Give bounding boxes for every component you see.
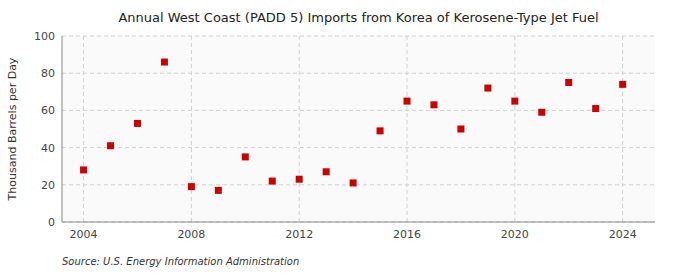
grid	[62, 36, 655, 222]
tick-label: 2008	[177, 228, 205, 241]
tick-label: 60	[41, 104, 55, 117]
grid-line	[62, 147, 655, 148]
point	[377, 127, 384, 134]
grid-line	[62, 73, 655, 74]
grid-line	[62, 110, 655, 111]
grid-line	[62, 36, 655, 37]
point	[350, 179, 357, 186]
point	[296, 176, 303, 183]
point	[457, 126, 464, 133]
tick-label: 2012	[285, 228, 313, 241]
x-axis	[62, 222, 655, 223]
plot-area	[62, 36, 655, 222]
tick-label: 100	[34, 30, 55, 43]
tick-label: 80	[41, 67, 55, 80]
point	[511, 98, 518, 105]
point	[134, 120, 141, 127]
tick-label: 2016	[393, 228, 421, 241]
point	[323, 168, 330, 175]
point	[592, 105, 599, 112]
point	[565, 79, 572, 86]
tick-label: 0	[48, 216, 55, 229]
tick-label: 40	[41, 142, 55, 155]
point	[269, 178, 276, 185]
grid-line	[514, 36, 515, 222]
point	[161, 59, 168, 66]
grid-line	[407, 36, 408, 222]
tick-label: 20	[41, 179, 55, 192]
grid-line	[62, 222, 655, 223]
point	[107, 142, 114, 149]
point	[430, 101, 437, 108]
point	[215, 187, 222, 194]
grid-line	[83, 36, 84, 222]
point	[188, 183, 195, 190]
title: Annual West Coast (PADD 5) Imports from …	[118, 10, 598, 25]
point	[619, 81, 626, 88]
tick-label: 2020	[501, 228, 529, 241]
grid-line	[299, 36, 300, 222]
tick-label: 2004	[70, 228, 98, 241]
grid-line	[62, 184, 655, 185]
point	[80, 166, 87, 173]
y-axis	[62, 36, 63, 222]
point	[538, 109, 545, 116]
tick-label: 2024	[609, 228, 637, 241]
point	[484, 85, 491, 92]
point	[404, 98, 411, 105]
chart: 0 20 40 60 80 100 2004 2008 2012 2016 2020 2024 Annu…	[0, 0, 675, 275]
y-axis-label: Thousand Barrels per Day	[6, 57, 19, 201]
points	[80, 59, 626, 194]
grid-line	[622, 36, 623, 222]
grid-line	[191, 36, 192, 222]
source-note: Source: U.S. Energy Information Administ…	[62, 256, 299, 267]
point	[242, 153, 249, 160]
